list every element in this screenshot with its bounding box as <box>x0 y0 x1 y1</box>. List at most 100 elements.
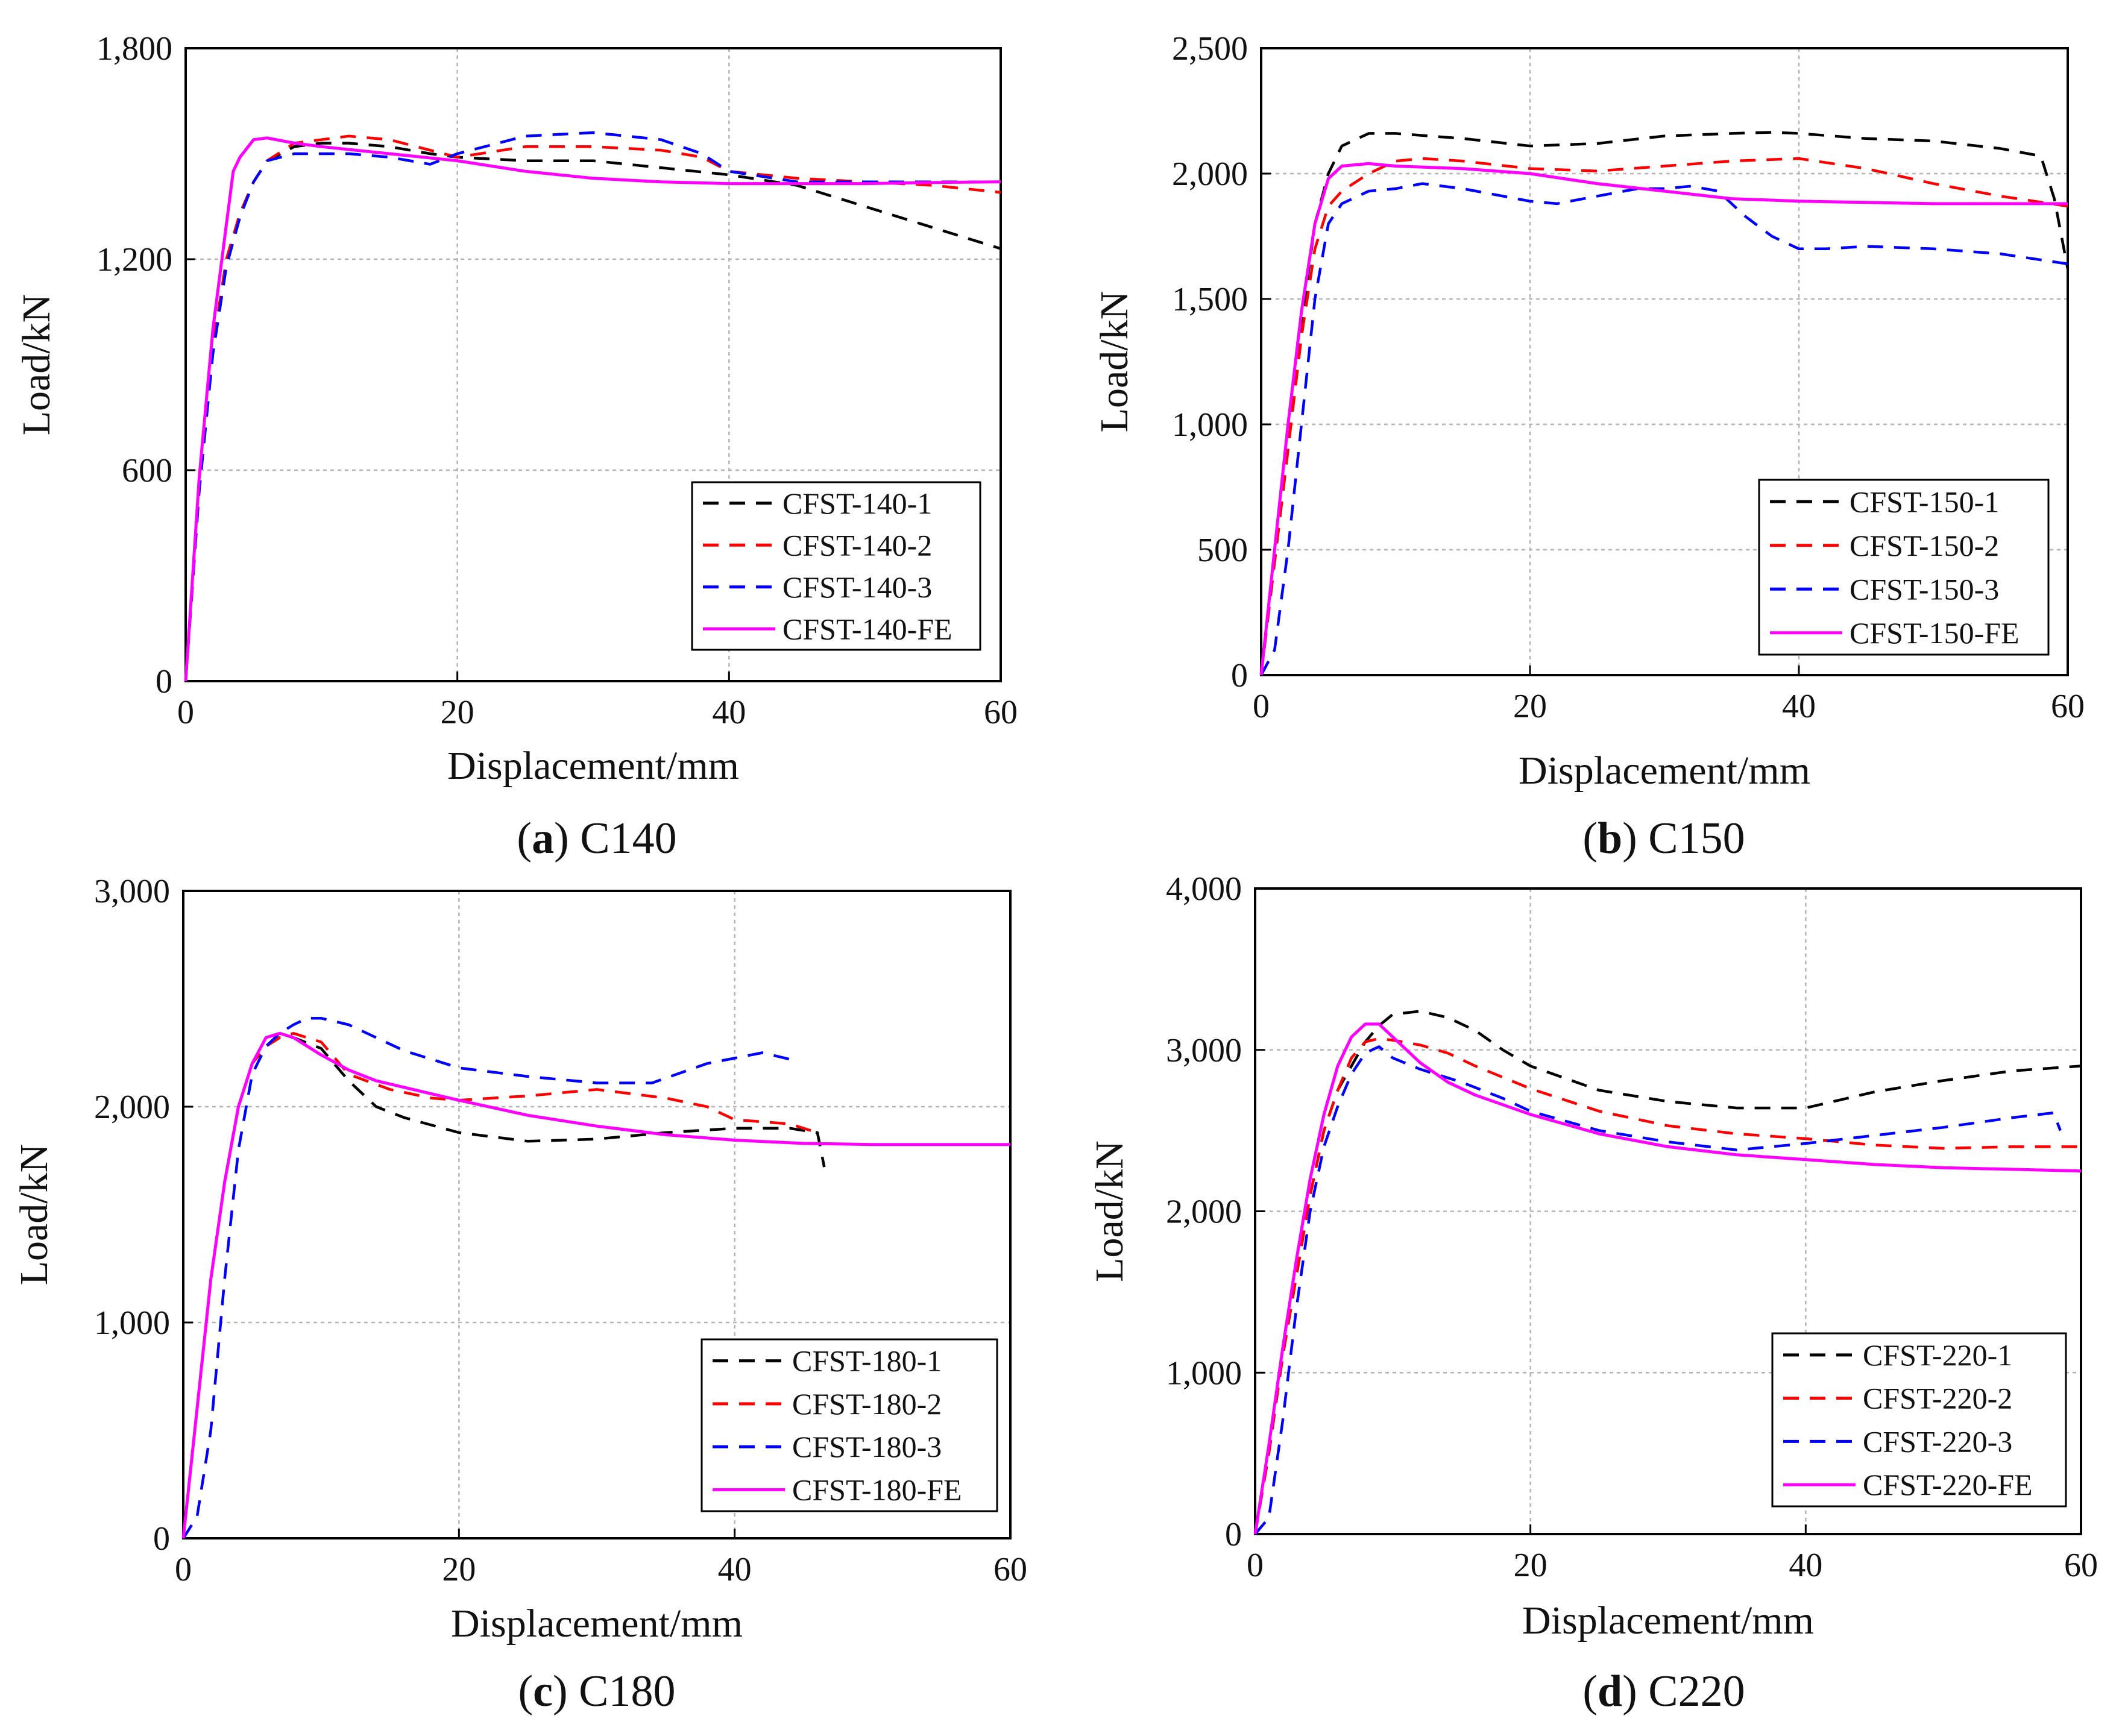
series-line-cfst-150-3 <box>1260 182 2068 676</box>
caption-open-paren: ( <box>1582 1667 1598 1716</box>
caption-text: C220 <box>1637 1667 1745 1716</box>
legend-label: CFST-220-3 <box>1863 1424 2012 1458</box>
legend-label: CFST-220-FE <box>1863 1468 2033 1502</box>
series-line-cfst-150-2 <box>1259 157 2068 676</box>
chart-panel-c: 0 20 40 60 0 1,000 2,000 3,000 Displacement/mm Lo… <box>12 873 1027 1716</box>
chart-panel-a: 0 20 40 6006001,2001,800Displacement/mmLoad… <box>14 30 1018 863</box>
caption-close-paren: ) <box>1622 1667 1637 1716</box>
caption-open-paren: ( <box>517 814 532 863</box>
legend-label: CFST-220-1 <box>1863 1338 2012 1372</box>
legend-label: CFST-140-3 <box>782 570 932 604</box>
y-tick-label: 4,000 <box>1166 870 1242 908</box>
y-axis-title: Load/kN <box>12 1144 56 1286</box>
y-tick-label: 1,200 <box>96 241 172 278</box>
x-tick-label: 0 <box>175 1551 192 1588</box>
y-axis-title: Load/kN <box>14 294 58 436</box>
x-tick-label: 20 <box>1513 688 1547 725</box>
x-tick-label: 40 <box>718 1551 752 1588</box>
x-tick-label: 40 <box>712 694 746 731</box>
x-tick-label: 20 <box>442 1551 476 1588</box>
caption-close-paren: ) <box>1622 814 1637 863</box>
legend-label: CFST-150-3 <box>1850 572 1999 606</box>
x-tick-label: 40 <box>1789 1547 1822 1584</box>
x-tick-label: 60 <box>984 694 1018 731</box>
y-tick-label: 1,500 <box>1172 281 1248 318</box>
y-tick-label: 1,800 <box>96 30 172 68</box>
series-line-cfst-140-3 <box>184 131 1001 682</box>
y-tick-label: 1,000 <box>1166 1354 1242 1392</box>
series-line-cfst-220-fe <box>1253 1022 2082 1535</box>
panel-caption: (b) C150 <box>1582 814 1745 863</box>
caption-close-paren: ) <box>553 1667 568 1716</box>
y-tick-label: 0 <box>153 1520 170 1558</box>
series-line-cfst-150-fe <box>1259 162 2068 676</box>
y-tick-label: 500 <box>1197 532 1248 569</box>
series-line-cfst-180-3 <box>182 1016 790 1539</box>
series-line-cfst-140-fe <box>184 136 1001 682</box>
caption-letter: c <box>533 1667 553 1716</box>
legend-label: CFST-180-2 <box>792 1387 942 1421</box>
x-axis-title: Displacement/mm <box>447 744 739 788</box>
x-tick-label: 20 <box>441 694 474 731</box>
panel-caption: (a) C140 <box>517 814 676 863</box>
caption-letter: a <box>532 814 554 863</box>
y-tick-label: 0 <box>156 663 172 700</box>
y-tick-label: 1,000 <box>94 1304 170 1342</box>
caption-text: C180 <box>568 1667 676 1716</box>
x-tick-label: 0 <box>1253 688 1270 725</box>
y-tick-label: 2,000 <box>1166 1194 1242 1231</box>
x-tick-label: 60 <box>2064 1547 2098 1584</box>
x-tick-label: 60 <box>2051 688 2085 725</box>
legend-label: CFST-140-FE <box>782 612 952 646</box>
legend-label: CFST-150-1 <box>1850 485 1999 518</box>
series-line-cfst-180-fe <box>181 1031 1010 1539</box>
x-axis-title: Displacement/mm <box>451 1602 743 1646</box>
x-tick-label: 60 <box>993 1551 1027 1588</box>
y-tick-label: 3,000 <box>1166 1032 1242 1069</box>
legend-label: CFST-220-2 <box>1863 1382 2012 1415</box>
legend-label: CFST-140-2 <box>782 528 932 562</box>
y-tick-label: 2,000 <box>1172 156 1248 193</box>
x-tick-label: 0 <box>1247 1547 1264 1584</box>
x-axis-title: Displacement/mm <box>1519 749 1810 793</box>
y-tick-label: 2,500 <box>1172 30 1248 68</box>
caption-open-paren: ( <box>518 1667 533 1716</box>
chart-panel-d: 0 20 40 60 0 1,000 2,000 3,000 4,000 Displacement… <box>1088 870 2098 1716</box>
panel-caption: (d) C220 <box>1582 1667 1745 1716</box>
caption-text: C140 <box>569 814 677 863</box>
plot-frame <box>182 890 1012 1539</box>
caption-open-paren: ( <box>1582 814 1598 863</box>
y-tick-label: 3,000 <box>94 873 170 910</box>
legend-box <box>1758 479 2050 656</box>
legend-label: CFST-180-3 <box>792 1430 942 1464</box>
y-tick-label: 0 <box>1225 1516 1242 1553</box>
y-tick-label: 0 <box>1231 657 1248 694</box>
legend-box <box>1771 1332 2067 1508</box>
caption-letter: d <box>1598 1667 1622 1716</box>
caption-letter: b <box>1598 814 1622 863</box>
y-tick-label: 2,000 <box>94 1089 170 1126</box>
x-tick-label: 40 <box>1782 688 1816 725</box>
legend: CFST-150-1 CFST-150-2 CFST-150-3 CFST-150-F… <box>1758 479 2050 656</box>
panel-caption: (c) C180 <box>518 1667 675 1716</box>
legend: CFST-140-1 CFST-140-2 CFST-140-3 CFST-140-F… <box>691 481 981 651</box>
y-tick-label: 600 <box>122 452 172 489</box>
y-axis-title: Load/kN <box>1092 291 1136 433</box>
legend: CFST-220-1 CFST-220-2 CFST-220-3 CFST-220-F… <box>1771 1332 2067 1508</box>
legend-box <box>701 1338 998 1512</box>
legend-box <box>691 481 981 651</box>
legend-label: CFST-180-1 <box>792 1344 942 1378</box>
caption-text: C150 <box>1637 814 1745 863</box>
legend-label: CFST-150-2 <box>1850 529 1999 562</box>
legend: CFST-180-1 CFST-180-2 CFST-180-3 CFST-180-F… <box>701 1338 998 1512</box>
plot-frame <box>1260 47 2069 676</box>
x-axis-title: Displacement/mm <box>1522 1599 1814 1643</box>
plot-frame <box>184 47 1002 682</box>
caption-close-paren: ) <box>554 814 569 863</box>
legend-label: CFST-140-1 <box>782 486 932 520</box>
x-tick-label: 0 <box>177 694 194 731</box>
chart-panel-b: 0 20 40 60 0 500 1,000 1,500 2,000 2,500 Displacem… <box>1092 30 2085 863</box>
legend-label: CFST-180-FE <box>792 1473 962 1506</box>
